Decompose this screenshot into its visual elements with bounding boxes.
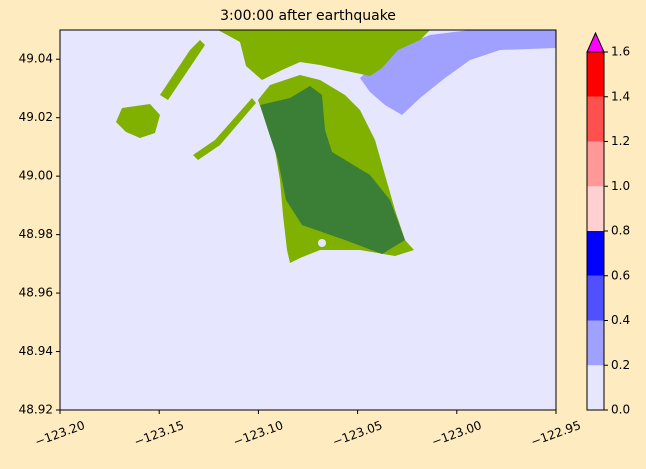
island-west: [116, 104, 160, 138]
land-north: [218, 30, 430, 80]
colorbar-tick-label: 0.2: [611, 358, 630, 372]
lake: [318, 239, 326, 247]
colorbar-tick-label: 0.8: [611, 224, 630, 238]
colorbar-tick-label: 0.0: [611, 403, 630, 417]
spit: [160, 40, 205, 100]
y-tick-label: 48.94: [19, 344, 53, 358]
chart-title: 3:00:00 after earthquake: [220, 8, 396, 24]
colorbar-segment: [587, 96, 604, 142]
y-tick-label: 49.02: [19, 110, 53, 124]
colorbar-segment: [587, 365, 604, 410]
colorbar-tick-label: 0.4: [611, 313, 630, 327]
shallow-water: [360, 30, 556, 115]
land: [116, 30, 556, 263]
colorbar-segment: [587, 141, 604, 187]
colorbar-segment: [587, 320, 604, 366]
colorbar-extend: [586, 31, 605, 53]
y-tick-label: 49.04: [19, 52, 53, 66]
inundation: [260, 86, 405, 254]
colorbar-segment: [587, 186, 604, 231]
y-tick-label: 48.98: [19, 227, 53, 241]
colorbar-tick-label: 1.0: [611, 179, 630, 193]
colorbar-segment: [587, 52, 604, 97]
axes-frame: [59, 29, 557, 411]
colorbar-segment: [587, 231, 604, 276]
shore-strip: [193, 98, 256, 160]
colorbar-tick-label: 1.6: [611, 45, 630, 59]
colorbar-tick-label: 0.6: [611, 268, 630, 282]
colorbar-tick-label: 1.2: [611, 134, 630, 148]
colorbar-tick-label: 1.4: [611, 89, 630, 103]
colorbar-segment: [587, 275, 604, 321]
y-tick-label: 48.92: [19, 403, 53, 417]
y-tick-label: 49.00: [19, 169, 53, 183]
y-tick-label: 48.96: [19, 286, 53, 300]
